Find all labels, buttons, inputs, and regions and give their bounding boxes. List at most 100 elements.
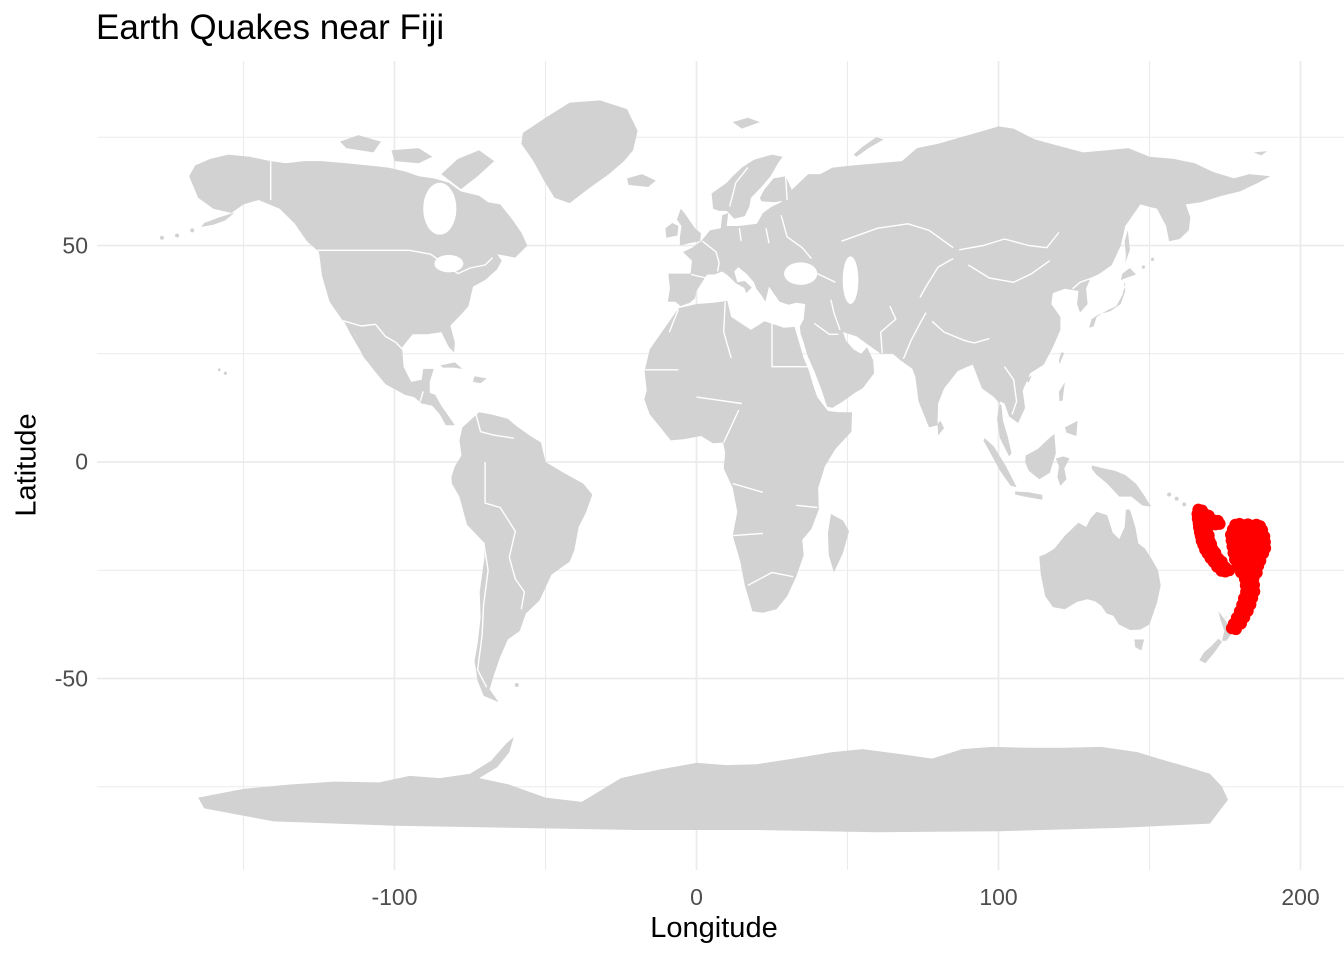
landmass — [1055, 456, 1070, 486]
country-border — [476, 541, 489, 688]
landmass — [1134, 639, 1145, 651]
landmass — [441, 150, 495, 190]
landmass — [644, 300, 852, 613]
country-border — [780, 215, 812, 259]
y-tick-label: -50 — [54, 665, 88, 691]
small-island — [1141, 265, 1146, 269]
landmass — [198, 737, 1229, 833]
inland-sea — [784, 262, 818, 285]
landmass — [1120, 268, 1136, 281]
x-tick-label: 0 — [690, 884, 703, 910]
country-border — [343, 320, 404, 351]
landmass — [1015, 491, 1043, 500]
small-island — [1174, 496, 1179, 501]
landmass — [1058, 382, 1065, 402]
small-island — [1150, 257, 1155, 261]
y-tick-label: 0 — [75, 448, 88, 475]
country-border — [690, 273, 707, 279]
landmass — [665, 223, 679, 238]
country-border — [696, 396, 742, 405]
landmass — [759, 176, 792, 203]
landmass — [937, 420, 945, 436]
country-border — [484, 462, 526, 610]
landmass — [667, 126, 1271, 457]
landmass — [451, 412, 593, 703]
x-tick-label: -100 — [371, 884, 418, 910]
country-border — [813, 322, 839, 335]
landmass — [473, 376, 487, 384]
landmass — [1199, 638, 1222, 664]
landmass — [627, 174, 656, 187]
small-island — [514, 682, 519, 687]
country-border — [1003, 366, 1018, 415]
landmass — [732, 117, 760, 129]
landmass — [521, 100, 638, 204]
country-border — [765, 228, 770, 244]
landmass — [343, 320, 368, 362]
landmass — [1091, 465, 1151, 507]
country-border — [747, 571, 794, 587]
landmass — [1025, 375, 1032, 383]
country-border — [419, 391, 424, 402]
country-border — [816, 272, 836, 283]
inland-sea — [423, 182, 457, 235]
inland-sea — [842, 256, 859, 304]
country-border — [723, 301, 732, 359]
landmass — [983, 438, 1017, 488]
earthquake-points — [1191, 503, 1272, 636]
small-island — [223, 371, 227, 375]
country-border — [841, 223, 954, 249]
country-border — [732, 482, 764, 493]
landmass — [1039, 509, 1161, 630]
country-border — [830, 299, 841, 331]
small-island — [190, 228, 195, 233]
landmass — [1124, 230, 1130, 263]
country-border — [723, 409, 740, 443]
country-border — [317, 249, 494, 275]
landmass — [189, 154, 528, 426]
landmass — [201, 212, 235, 227]
x-tick-label: 200 — [1281, 884, 1320, 910]
country-border — [702, 240, 720, 272]
landmass — [1064, 420, 1078, 436]
country-border — [796, 504, 818, 509]
landmass — [440, 362, 463, 369]
country-border — [919, 257, 954, 298]
inland-sea — [434, 255, 464, 273]
small-island — [159, 235, 164, 240]
country-border — [784, 176, 788, 201]
country-border — [902, 312, 927, 360]
landmass — [1025, 433, 1056, 480]
country-border — [967, 260, 1051, 283]
landmass — [391, 148, 433, 164]
small-island — [1182, 502, 1187, 507]
world-basemap — [159, 100, 1271, 833]
landmass — [340, 135, 381, 153]
country-border — [729, 167, 749, 207]
landmass — [1089, 282, 1126, 328]
country-border — [738, 228, 742, 242]
earthquake-point — [1229, 623, 1242, 636]
earthquake-point — [1213, 517, 1226, 530]
x-axis-title: Longitude — [650, 912, 778, 944]
country-border — [959, 232, 1060, 251]
landmass — [1253, 151, 1268, 156]
landmass — [853, 137, 884, 157]
country-border — [931, 320, 990, 344]
small-island — [217, 368, 221, 372]
plot-title: Earth Quakes near Fiji — [96, 8, 445, 47]
landmass — [676, 208, 701, 246]
country-border — [771, 323, 809, 368]
country-border — [1072, 277, 1093, 290]
landmass — [827, 514, 849, 573]
landmass — [711, 154, 783, 219]
country-border — [475, 414, 514, 439]
y-tick-label: 50 — [62, 232, 88, 258]
country-border — [880, 305, 897, 353]
small-island — [1167, 492, 1172, 497]
x-tick-label: 100 — [979, 884, 1018, 910]
country-border — [732, 532, 763, 537]
landmass — [1058, 352, 1065, 365]
